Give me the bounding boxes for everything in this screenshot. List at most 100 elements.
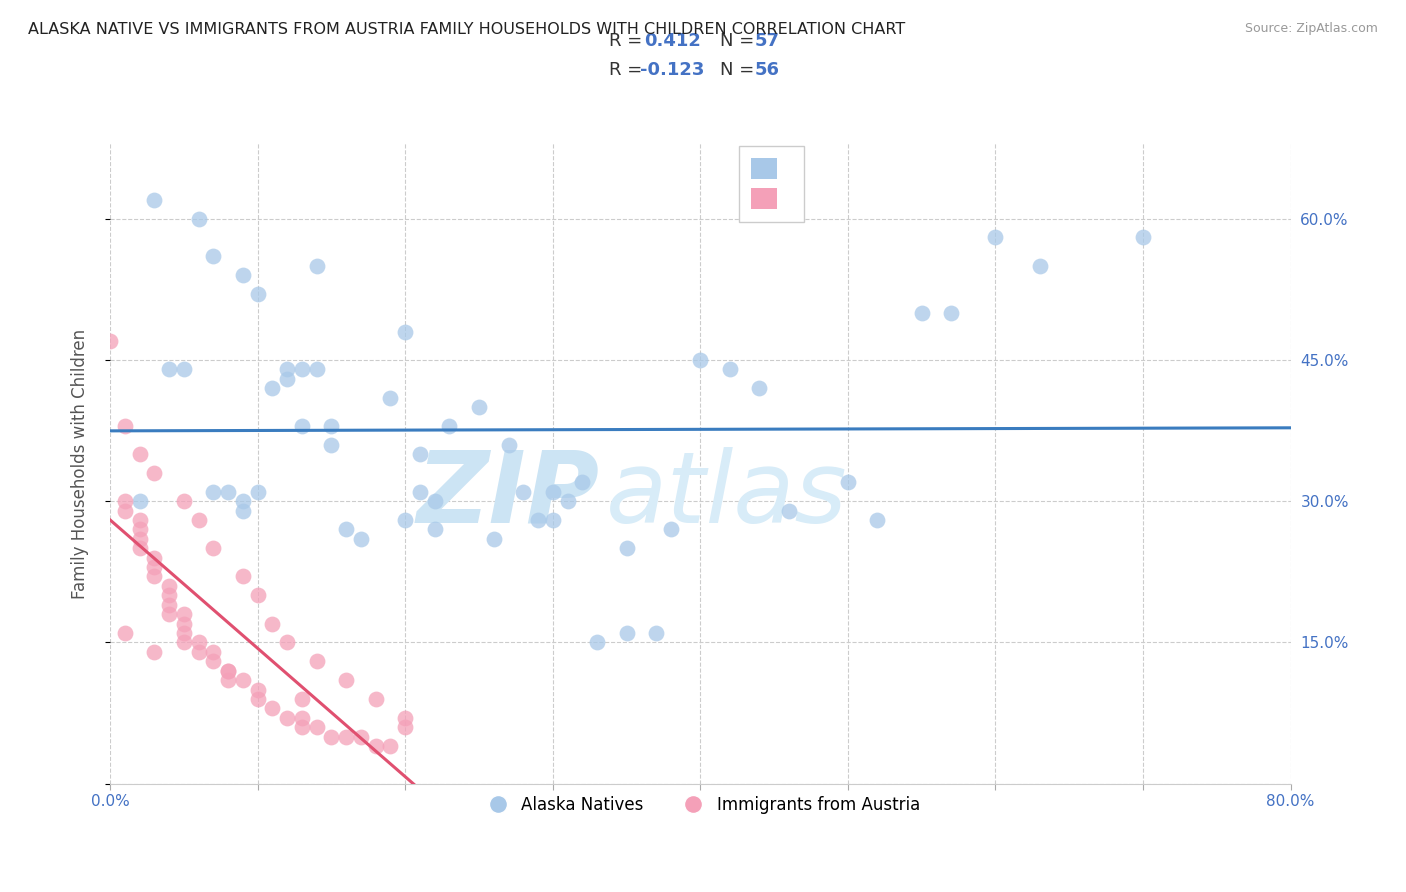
Point [305,362,328,376]
Point [157,362,180,376]
Point [291,418,314,433]
Point [232,503,254,517]
Point [143,550,166,565]
Point [246,484,269,499]
Point [114,626,136,640]
Point [128,447,150,461]
Point [305,654,328,668]
Point [335,673,357,687]
Point [291,362,314,376]
Point [173,616,195,631]
Point [143,645,166,659]
Text: ALASKA NATIVE VS IMMIGRANTS FROM AUSTRIA FAMILY HOUSEHOLDS WITH CHILDREN CORRELA: ALASKA NATIVE VS IMMIGRANTS FROM AUSTRIA… [28,22,905,37]
Point [439,418,461,433]
Point [187,211,209,226]
Point [335,522,357,536]
Point [128,513,150,527]
Point [246,682,269,697]
Point [321,437,343,451]
Point [1132,230,1154,244]
Point [202,541,225,556]
Point [409,447,432,461]
Text: R =: R = [609,32,648,50]
Point [364,692,387,706]
Point [394,711,416,725]
Point [143,193,166,207]
Point [246,286,269,301]
Point [557,494,579,508]
Point [305,720,328,734]
Point [114,494,136,508]
Point [335,730,357,744]
Point [689,352,711,367]
Point [321,730,343,744]
Point [276,711,298,725]
Point [232,494,254,508]
Text: R =: R = [609,61,648,78]
Point [217,673,239,687]
Point [262,616,284,631]
Point [157,607,180,622]
Point [616,541,638,556]
Point [143,560,166,574]
Point [98,334,121,348]
Point [128,494,150,508]
Text: 0.412: 0.412 [644,32,700,50]
Point [114,503,136,517]
Point [482,532,505,546]
Point [512,484,534,499]
Point [718,362,741,376]
Point [232,268,254,282]
Point [157,588,180,602]
Point [350,730,373,744]
Point [217,484,239,499]
Point [232,569,254,583]
Point [246,692,269,706]
Point [748,381,770,395]
Point [291,711,314,725]
Point [498,437,520,451]
Point [586,635,609,649]
Point [659,522,682,536]
Point [423,494,446,508]
Point [187,635,209,649]
Point [291,720,314,734]
Point [262,381,284,395]
Point [571,475,593,490]
Point [143,466,166,480]
Text: N =: N = [720,61,759,78]
Point [527,513,550,527]
Y-axis label: Family Households with Children: Family Households with Children [72,328,89,599]
Point [364,739,387,753]
Point [157,598,180,612]
Point [616,626,638,640]
Point [128,532,150,546]
Text: N =: N = [720,32,759,50]
Point [202,654,225,668]
Point [202,645,225,659]
Point [409,484,432,499]
Point [350,532,373,546]
Point [173,626,195,640]
Text: 56: 56 [755,61,780,78]
Point [394,325,416,339]
Point [541,484,564,499]
Point [246,588,269,602]
Text: -0.123: -0.123 [640,61,704,78]
Point [262,701,284,715]
Point [217,664,239,678]
Point [778,503,800,517]
Point [291,692,314,706]
Point [276,635,298,649]
Point [276,372,298,386]
Point [143,569,166,583]
Point [128,541,150,556]
Point [128,522,150,536]
Point [380,739,402,753]
Point [232,673,254,687]
Point [187,513,209,527]
Point [380,391,402,405]
Text: atlas: atlas [606,447,848,544]
Text: Source: ZipAtlas.com: Source: ZipAtlas.com [1244,22,1378,36]
Point [157,579,180,593]
